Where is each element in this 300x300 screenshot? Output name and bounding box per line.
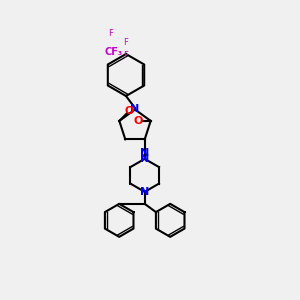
Text: O: O [134, 116, 143, 126]
Text: N: N [130, 104, 140, 115]
Text: O: O [124, 106, 134, 116]
Text: F: F [123, 38, 128, 47]
Text: N: N [140, 154, 149, 164]
Text: F: F [108, 29, 113, 38]
Text: CF₃: CF₃ [105, 47, 123, 58]
Text: N: N [140, 187, 149, 197]
Text: F: F [123, 52, 128, 61]
Text: N: N [140, 148, 149, 158]
